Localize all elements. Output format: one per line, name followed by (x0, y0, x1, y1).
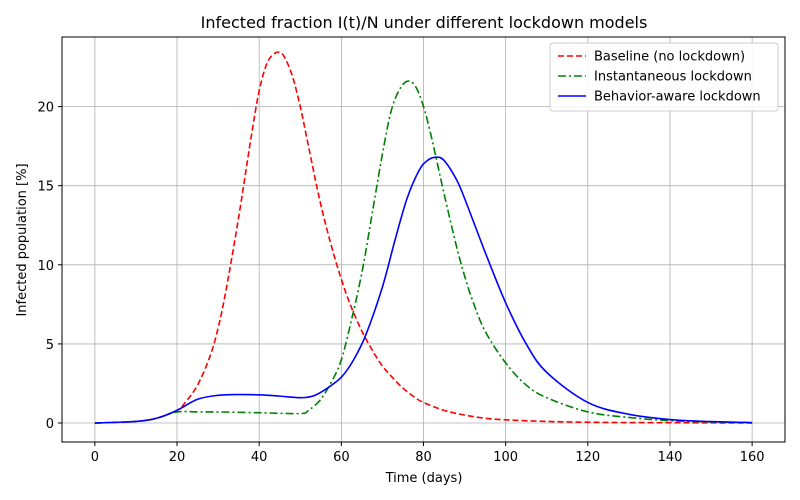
series-layer (94, 51, 753, 424)
series-line-baseline-no-lockdown (94, 51, 753, 424)
x-tick-label: 60 (333, 450, 350, 465)
y-axis-label: Infected population [%] (15, 163, 30, 316)
x-tick-label: 120 (575, 450, 600, 465)
legend-label: Behavior-aware lockdown (594, 90, 761, 105)
y-tick-label: 15 (37, 180, 54, 195)
x-tick-label: 80 (415, 450, 432, 465)
y-tick-label: 20 (37, 101, 54, 116)
x-tick-label: 0 (91, 450, 99, 465)
x-tick-label: 160 (740, 450, 765, 465)
legend-box (549, 42, 779, 112)
legend-label: Instantaneous lockdown (594, 70, 752, 85)
series-line-behavior-aware-lockdown (94, 156, 753, 424)
legend-label: Baseline (no lockdown) (594, 50, 745, 65)
tick-layer: 0 20 40 60 80 100 120 140 160 0 5 10 15 20 (37, 101, 764, 465)
x-tick-label: 100 (493, 450, 518, 465)
chart-title: Infected fraction I(t)/N under different… (201, 13, 648, 32)
y-tick-label: 10 (37, 259, 54, 274)
y-tick-label: 0 (46, 417, 54, 432)
x-tick-label: 40 (251, 450, 268, 465)
legend: Baseline (no lockdown) Instantaneous lock… (549, 42, 779, 112)
x-axis-label: Time (days) (385, 471, 463, 486)
y-tick-label: 5 (46, 338, 54, 353)
x-tick-label: 20 (169, 450, 186, 465)
x-tick-label: 140 (658, 450, 683, 465)
